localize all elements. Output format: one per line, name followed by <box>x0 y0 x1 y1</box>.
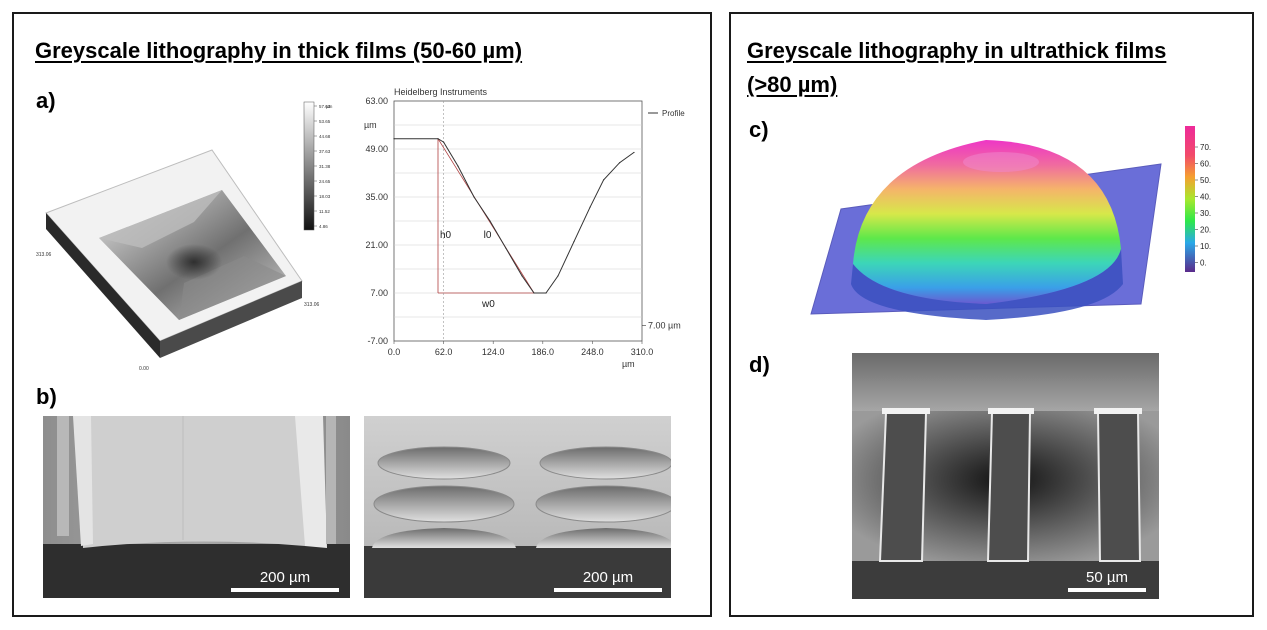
x-tick-label: 0.0 <box>388 347 401 357</box>
scalebar-3-label: 50 µm <box>1086 569 1128 586</box>
profile-point <box>603 179 605 181</box>
colorbar-tick-label: 57.63 <box>319 104 331 109</box>
ultrathick-films-title-line2: (>80 µm) <box>747 72 838 97</box>
block-left-face <box>46 213 160 358</box>
profile-header: Heidelberg Instruments <box>394 87 488 97</box>
profile-point <box>393 138 395 140</box>
profile-point <box>443 141 445 143</box>
profile-point <box>437 138 439 140</box>
dome-3d-render <box>810 140 1162 320</box>
rainbow-tick-label: 20. <box>1200 226 1211 235</box>
y-tick-label: 35.00 <box>365 192 388 202</box>
rainbow-colorbar: 70. 60. 50. 40. 30. 20. 10. 0. <box>1185 126 1211 272</box>
y-tick-label: 63.00 <box>365 96 388 106</box>
profile-point <box>545 292 547 294</box>
profile-point <box>619 162 621 164</box>
profile-chart: Heidelberg Instruments 63.00 49.00 35.00 21.… <box>364 87 685 369</box>
scalebar-2: 200 µm <box>554 569 662 592</box>
right-marker-label: 7.00 µm <box>648 321 681 331</box>
colorbar-tick-label: 31.38 <box>319 164 331 169</box>
x-tick-label: 124.0 <box>482 347 505 357</box>
x-tick-label: 186.0 <box>532 347 555 357</box>
rainbow-tick-label: 10. <box>1200 242 1211 251</box>
w0-label: w0 <box>481 299 495 310</box>
profile-point <box>573 240 575 243</box>
colorbar-tick-label: 18.03 <box>319 194 331 199</box>
colorbar-tick-label: 37.63 <box>319 149 331 154</box>
dome-body <box>853 140 1121 304</box>
thick-films-title: Greyscale lithography in thick films (50… <box>35 38 523 63</box>
profile-point <box>489 220 491 222</box>
x-tick-label: 62.0 <box>435 347 453 357</box>
colorbar-tick-label: 44.68 <box>319 134 331 139</box>
rainbow-tick-label: 60. <box>1200 160 1211 169</box>
ultrathick-films-title-line1: Greyscale lithography in ultrathick film… <box>747 38 1167 63</box>
thick-films-panel: Greyscale lithography in thick films (50… <box>12 12 712 617</box>
profile-point <box>557 275 559 277</box>
h0-label: h0 <box>440 230 452 241</box>
profile-point <box>633 151 635 154</box>
profile-point <box>533 292 535 294</box>
colorbar-tick-label: 53.65 <box>319 119 331 124</box>
y-unit-label: µm <box>364 120 377 130</box>
y-tick-label: -7.00 <box>367 336 388 346</box>
legend-label: Profile <box>662 109 685 118</box>
colorbar-tick-label: 4.86 <box>319 224 328 229</box>
label-a: a) <box>36 88 56 113</box>
label-d: d) <box>749 352 770 377</box>
x-tick-label: 248.0 <box>581 347 604 357</box>
block-right-face <box>160 281 302 358</box>
sem-pillars-image: 50 µm <box>852 353 1159 599</box>
scalebar-1-label: 200 µm <box>259 569 311 586</box>
rainbow-tick-label: 0. <box>1200 259 1207 268</box>
scalebar-3: 50 µm <box>1068 569 1146 592</box>
rainbow-colorbar-tick-labels: 70. 60. 50. 40. 30. 20. 10. 0. <box>1195 143 1211 268</box>
rainbow-tick-label: 50. <box>1200 176 1211 185</box>
colorbar-tick-labels: 57.63 53.65 44.68 37.63 31.38 24.65 18.03 11.52… <box>314 104 331 229</box>
corner-label-right: 313.06 <box>304 302 320 308</box>
l0-label: l0 <box>484 230 492 241</box>
y-tick-label: 49.00 <box>365 144 388 154</box>
height-colorbar: 57.63 53.65 44.68 37.63 31.38 24.65 18.03 11.52… <box>303 101 333 231</box>
label-c: c) <box>749 117 769 142</box>
colorbar-tick-label: 24.65 <box>319 179 331 184</box>
y-tick-label: 21.00 <box>365 240 388 250</box>
x-unit-label: µm <box>622 359 635 369</box>
profile-point <box>457 165 459 167</box>
scalebar-1: 200 µm <box>231 569 339 592</box>
rainbow-tick-label: 70. <box>1200 143 1211 152</box>
profile-point <box>505 247 507 250</box>
sem-lens-array-image: 200 µm <box>364 416 671 598</box>
colorbar-unit: µm <box>326 104 333 109</box>
pit-bottom <box>166 244 222 280</box>
label-b: b) <box>36 384 57 409</box>
profile-point <box>589 206 591 208</box>
y-tick-label: 7.00 <box>370 288 388 298</box>
profile-point <box>521 275 523 277</box>
colorbar-tick-label: 11.52 <box>319 209 330 214</box>
corner-label-bottom: 0.00 <box>139 366 149 372</box>
scalebar-2-label: 200 µm <box>582 569 634 586</box>
rainbow-tick-label: 40. <box>1200 193 1211 202</box>
rainbow-tick-label: 30. <box>1200 209 1211 218</box>
sem-trench-image: 200 µm <box>43 416 350 598</box>
profile-point <box>473 196 475 198</box>
x-tick-label: 310.0 <box>631 347 654 357</box>
corner-label-left: 313.06 <box>36 252 52 258</box>
pit-3d-render: 313.06 313.06 0.00 <box>36 149 320 372</box>
ultrathick-films-panel: Greyscale lithography in ultrathick film… <box>729 12 1254 617</box>
profile-line <box>394 138 635 294</box>
